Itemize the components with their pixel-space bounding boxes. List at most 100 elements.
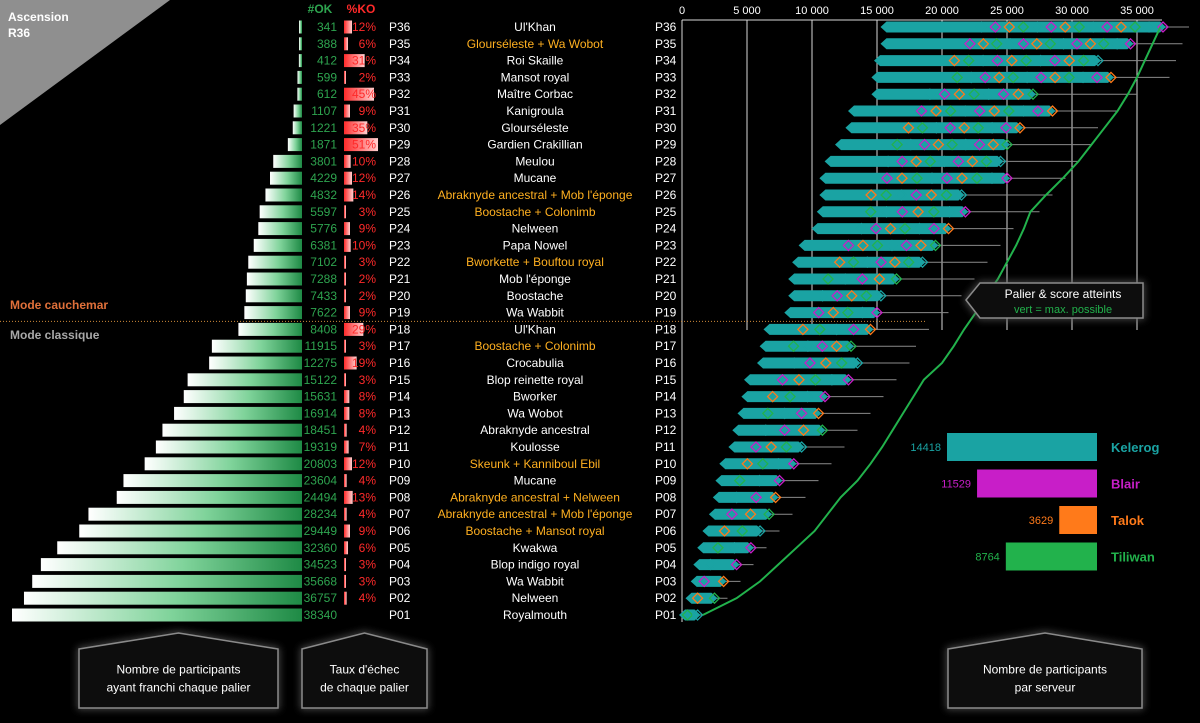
palier-label: P06 <box>389 524 411 538</box>
player-score-marker <box>890 273 903 285</box>
failure-rate-bar <box>344 423 347 437</box>
player-score-marker <box>959 105 972 117</box>
player-score-marker <box>989 21 1002 33</box>
player-score-marker <box>946 138 958 151</box>
player-score-marker <box>773 474 786 487</box>
player-score-marker <box>766 390 779 403</box>
participants-value: 7288 <box>310 272 337 286</box>
subtitle-text: R36 <box>8 26 31 40</box>
corner-banner <box>0 0 170 125</box>
player-score-marker <box>708 592 721 605</box>
player-score-marker <box>787 457 800 470</box>
player-score-marker <box>704 558 717 571</box>
player-score-marker <box>795 441 808 453</box>
failure-rate-bar <box>344 474 347 488</box>
note-line-1: Palier & score atteints <box>1005 287 1122 301</box>
ko-column-header: %KO <box>347 2 376 16</box>
palier-label: P33 <box>389 70 411 84</box>
player-score-marker <box>940 189 953 201</box>
player-score-marker <box>830 340 843 353</box>
server-name: Talok <box>1111 513 1145 528</box>
participants-bar <box>162 423 302 437</box>
player-score-marker <box>847 256 860 269</box>
player-score-marker <box>1129 21 1141 33</box>
palier-label: P34 <box>389 54 411 68</box>
participants-bar <box>248 255 302 269</box>
player-score-marker <box>856 273 869 285</box>
failure-rate-value: 14% <box>352 188 376 202</box>
player-score-marker <box>993 71 1006 84</box>
boss-name: Boostache + Mansot royal <box>465 524 604 538</box>
player-score-marker <box>1021 71 1034 84</box>
player-score-marker <box>880 189 893 201</box>
palier-label-right: P01 <box>655 608 677 622</box>
palier-label: P05 <box>389 541 411 555</box>
player-score-marker <box>925 189 938 201</box>
failure-rate-bar <box>344 238 351 252</box>
palier-label: P31 <box>389 104 411 118</box>
participants-value: 6381 <box>310 238 337 252</box>
player-score-marker <box>1035 71 1048 84</box>
palier-label-right: P22 <box>655 255 677 269</box>
participants-value: 11915 <box>305 339 338 353</box>
participants-value: 341 <box>317 20 337 34</box>
server-bar <box>1005 542 1097 571</box>
participants-bar <box>259 205 302 219</box>
caption-text: ayant franchi chaque palier <box>106 681 250 695</box>
player-score-marker <box>971 172 983 185</box>
player-score-marker <box>986 121 999 134</box>
palier-label-right: P35 <box>655 37 677 51</box>
player-score-marker <box>741 457 754 470</box>
player-score-marker <box>1124 37 1137 50</box>
failure-rate-value: 9% <box>359 524 377 538</box>
caption-box-frame <box>78 632 279 709</box>
player-score-marker <box>841 306 854 319</box>
palier-label-right: P23 <box>655 238 677 252</box>
x-tick-label: 5 000 <box>733 5 761 17</box>
palier-label-right: P30 <box>655 121 677 135</box>
player-score-marker <box>793 373 805 386</box>
palier-label: P14 <box>389 390 411 404</box>
player-score-marker <box>873 273 886 285</box>
failure-rate-bar <box>344 255 346 269</box>
participants-bar <box>174 406 302 420</box>
participants-value: 5776 <box>310 222 337 236</box>
participants-bar <box>297 87 302 101</box>
player-score-marker <box>795 407 808 420</box>
boss-name: Nelween <box>512 222 559 236</box>
failure-rate-bar <box>344 558 346 572</box>
palier-label: P22 <box>389 255 411 269</box>
player-score-marker <box>750 441 762 453</box>
palier-label-right: P33 <box>655 70 677 84</box>
failure-rate-value: 9% <box>359 104 377 118</box>
boss-name: Kwakwa <box>513 541 558 555</box>
player-score-marker <box>1105 71 1117 84</box>
palier-label: P12 <box>389 423 411 437</box>
palier-label: P26 <box>389 188 411 202</box>
failure-rate-value: 3% <box>359 339 377 353</box>
player-score-marker <box>753 474 766 487</box>
player-score-marker <box>857 239 869 252</box>
participants-bar <box>299 37 302 51</box>
palier-label: P27 <box>389 171 411 185</box>
participants-bar <box>238 322 302 336</box>
participants-bar <box>298 54 302 68</box>
palier-label-right: P10 <box>655 457 677 471</box>
player-score-marker <box>1001 172 1013 185</box>
player-score-marker <box>826 373 838 386</box>
player-score-marker <box>871 306 883 319</box>
player-score-marker <box>831 289 844 302</box>
failure-rate-value: 7% <box>359 440 377 454</box>
x-tick-label: 10 000 <box>795 5 829 17</box>
max-possible-line <box>702 26 1162 616</box>
mode-classic-label: Mode classique <box>10 328 100 342</box>
participants-bar <box>187 373 302 387</box>
palier-label-right: P27 <box>655 171 677 185</box>
participants-bar <box>57 541 302 555</box>
palier-label: P23 <box>389 238 411 252</box>
player-score-marker <box>761 407 774 420</box>
palier-label: P24 <box>389 222 411 236</box>
player-score-marker <box>904 138 917 151</box>
palier-label: P18 <box>389 322 411 336</box>
